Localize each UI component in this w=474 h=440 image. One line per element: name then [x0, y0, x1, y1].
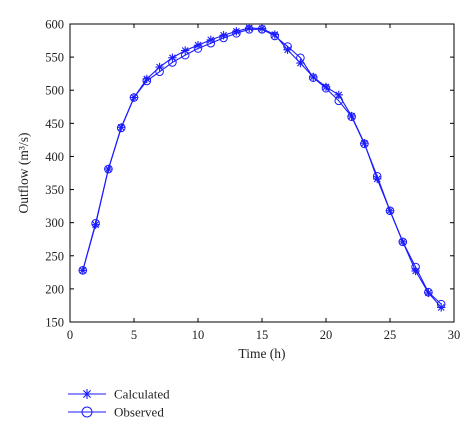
axis-ticks: 0 5 10 15 20 25 30 150 200 250 300 350 400 450 500 550 6…: [45, 18, 460, 343]
observed-point: [270, 31, 280, 41]
observed-point: [232, 28, 241, 38]
legend-label-observed: Observed: [114, 405, 164, 420]
calculated-point: [181, 46, 190, 55]
x-tick-label: 15: [256, 328, 269, 342]
observed-point: [257, 24, 267, 34]
y-tick-label: 500: [45, 84, 64, 98]
observed-point: [385, 206, 395, 216]
observed-point: [321, 83, 331, 93]
observed-point: [180, 50, 190, 60]
observed-point: [78, 266, 88, 275]
observed-point: [155, 67, 164, 76]
observed-point: [411, 262, 420, 272]
observed-point: [372, 172, 382, 181]
y-tick-label: 450: [45, 117, 64, 131]
observed-point: [296, 53, 305, 63]
y-axis-title-text: Outflow (m³/s): [16, 133, 31, 214]
observed-point: [398, 237, 408, 247]
observed-point: [436, 299, 446, 309]
observed-point: [347, 112, 356, 122]
calculated-point: [232, 27, 241, 36]
series-layer: [78, 23, 446, 312]
x-tick-label: 0: [67, 328, 73, 342]
y-tick-label: 600: [45, 18, 64, 32]
observed-point: [116, 123, 126, 133]
legend-marker-observed: [81, 406, 93, 418]
observed-point: [206, 38, 216, 48]
x-tick-label: 10: [192, 328, 205, 342]
observed-point: [129, 93, 139, 102]
observed-point: [142, 76, 152, 86]
observed-point: [283, 42, 292, 51]
y-axis-title: Outflow (m³/s): [16, 133, 31, 214]
observed-point: [168, 58, 177, 67]
y-tick-label: 350: [45, 183, 64, 197]
legend: Calculated Observed: [68, 387, 170, 420]
series-line-calculated: [82, 27, 442, 308]
y-tick-label: 250: [45, 249, 64, 263]
observed-point: [360, 139, 369, 149]
series-line-observed: [82, 28, 442, 305]
calculated-point: [155, 62, 164, 72]
legend-marker-calculated: [82, 389, 92, 399]
calculated-point: [334, 90, 343, 100]
x-tick-label: 25: [384, 328, 397, 342]
observed-point: [91, 219, 100, 228]
observed-point: [334, 96, 344, 106]
calculated-point: [168, 53, 177, 62]
y-tick-label: 550: [45, 51, 64, 65]
observed-point: [424, 287, 433, 297]
x-axis-title: Time (h): [238, 346, 285, 361]
x-tick-label: 5: [131, 328, 137, 342]
plot-frame: [69, 23, 455, 323]
observed-point: [219, 33, 228, 43]
legend-label-calculated: Calculated: [114, 387, 170, 402]
y-tick-label: 300: [45, 216, 64, 230]
observed-point: [308, 73, 318, 82]
y-tick-label: 150: [45, 316, 64, 330]
y-tick-label: 200: [45, 282, 64, 296]
x-tick-label: 20: [320, 328, 333, 342]
x-tick-label: 30: [448, 328, 461, 342]
observed-point: [193, 44, 203, 53]
observed-point: [104, 164, 113, 174]
observed-point: [244, 24, 254, 34]
y-tick-label: 400: [45, 150, 64, 164]
